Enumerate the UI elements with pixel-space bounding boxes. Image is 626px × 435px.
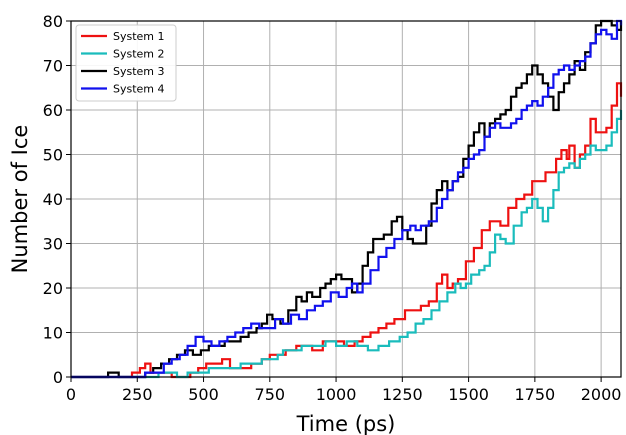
x-tick-label: 1250 (382, 385, 423, 404)
y-tick-label: 60 (43, 101, 63, 120)
x-tick-label: 250 (122, 385, 153, 404)
legend: System 1 System 2 System 3 System 4 (76, 25, 176, 101)
y-tick-label: 50 (43, 146, 63, 165)
y-tick-label: 20 (43, 279, 63, 298)
y-tick-label: 30 (43, 235, 63, 254)
x-tick-label: 750 (255, 385, 286, 404)
y-axis-title: Number of Ice (8, 125, 32, 274)
legend-label: System 3 (113, 65, 165, 78)
x-tick-label: 1750 (514, 385, 555, 404)
y-tick-label: 40 (43, 190, 63, 209)
y-tick-label: 70 (43, 57, 63, 76)
x-tick-label: 2000 (581, 385, 622, 404)
x-tick-label: 1000 (316, 385, 357, 404)
y-tick-label: 80 (43, 12, 63, 31)
y-tick-label: 10 (43, 324, 63, 343)
x-tick-label: 0 (66, 385, 76, 404)
x-tick-label: 1500 (448, 385, 489, 404)
legend-label: System 4 (113, 83, 165, 96)
legend-label: System 1 (113, 30, 165, 43)
x-axis-title: Time (ps) (296, 412, 396, 435)
x-tick-label: 500 (188, 385, 219, 404)
x-axis: 0 250 500 750 1000 1250 1500 1750 2000 (66, 377, 622, 404)
y-tick-label: 0 (53, 368, 63, 387)
y-axis: 0 10 20 30 40 50 60 70 80 (43, 12, 71, 387)
legend-label: System 2 (113, 48, 165, 61)
